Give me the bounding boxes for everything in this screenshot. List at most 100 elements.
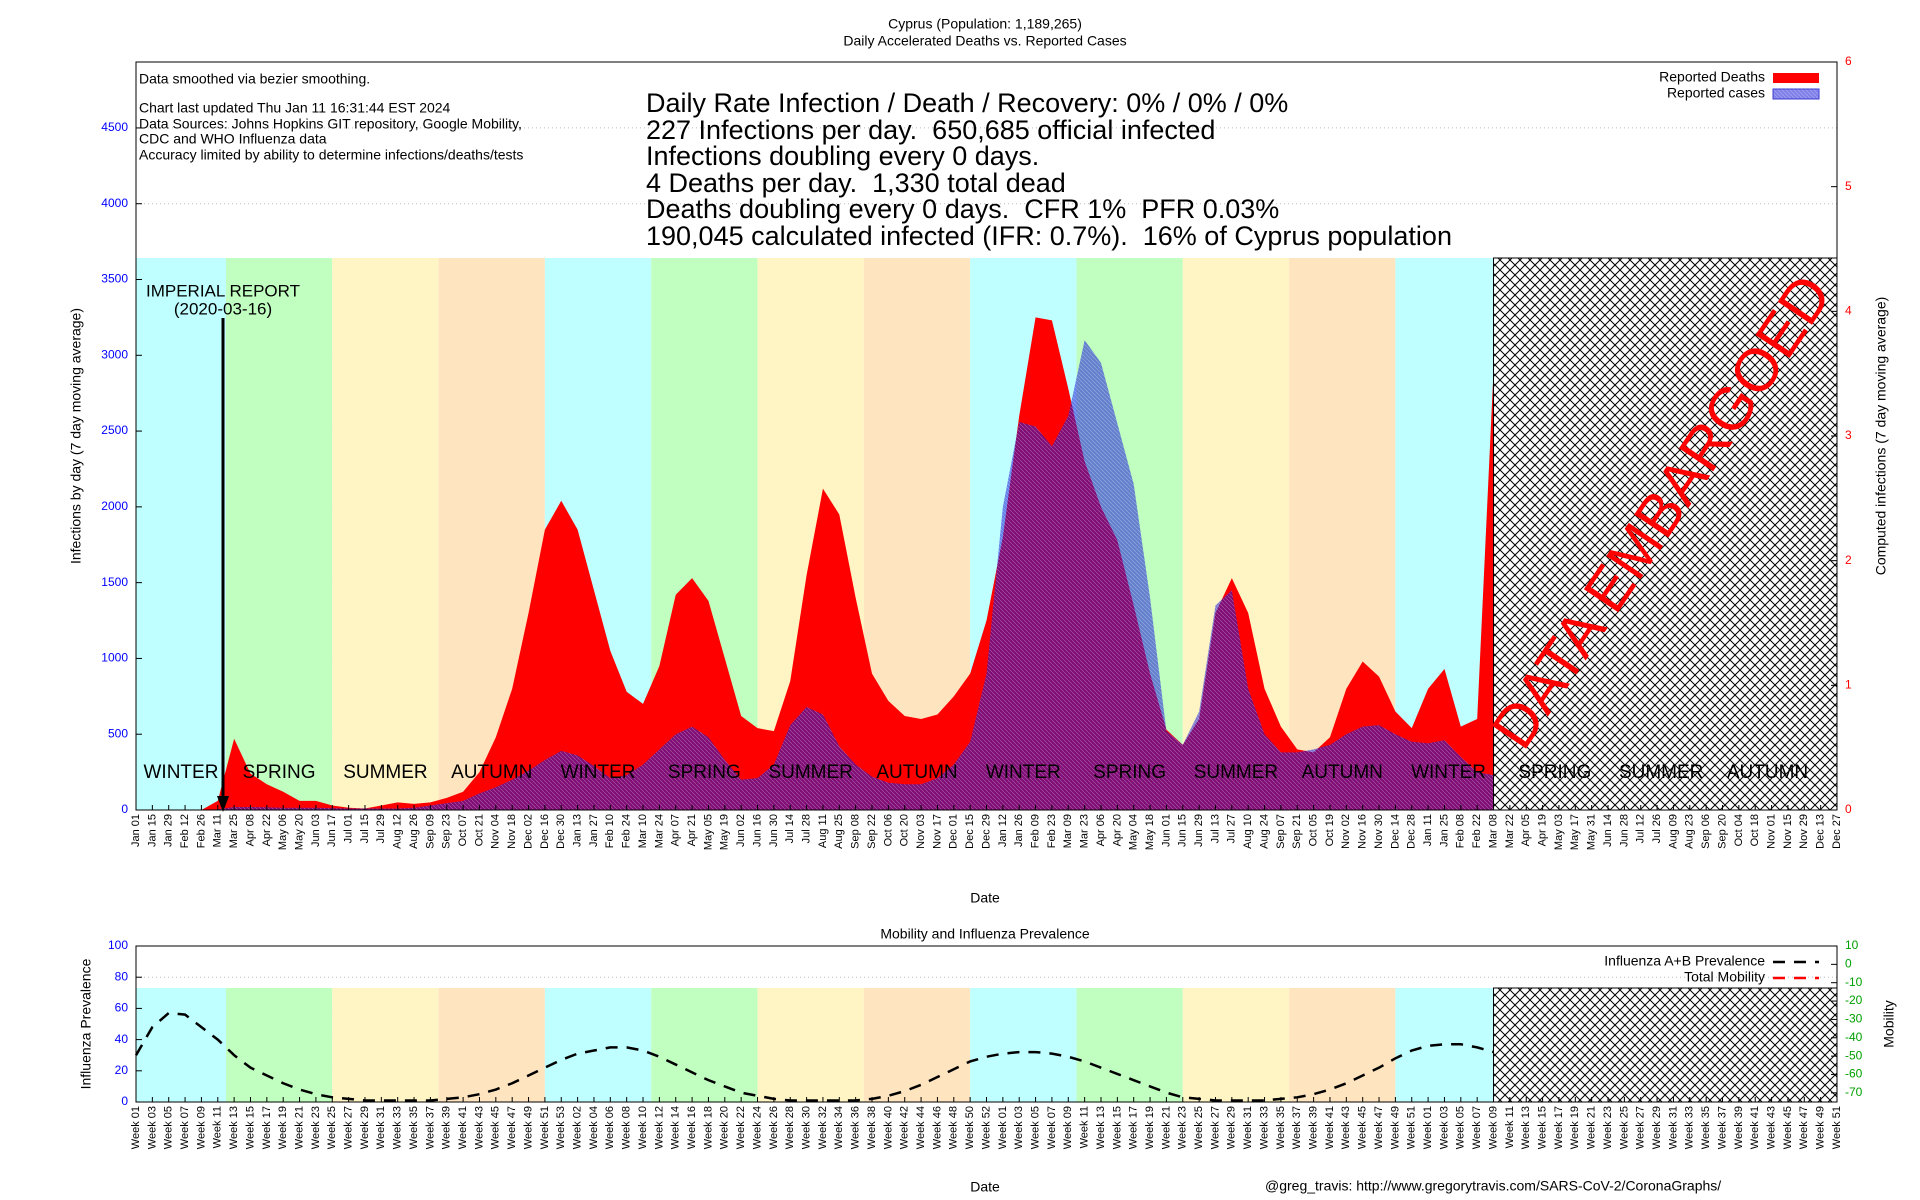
season-band	[970, 988, 1077, 1102]
area	[136, 340, 1494, 810]
x-tick-label: Nov 04	[490, 814, 502, 849]
x-tick-label: Mar 11	[212, 814, 224, 847]
x-tick-label: Oct 18	[1749, 814, 1761, 846]
x-tick-label: Mar 25	[228, 814, 240, 848]
x-tick-label: Aug 26	[408, 814, 420, 849]
x-tick-label: Week 15	[244, 1106, 256, 1149]
x-tick-label: Week 08	[621, 1106, 633, 1149]
y-tick-label: 0	[121, 1094, 128, 1108]
y-tick-label: 1000	[101, 651, 128, 665]
x-tick-label: Apr 21	[686, 814, 698, 846]
x-tick-label: Oct 06	[882, 814, 894, 846]
x-tick-label: Mar 24	[653, 814, 665, 848]
x-tick-label: Week 37	[1291, 1106, 1303, 1149]
x-tick-label: Week 53	[555, 1106, 567, 1149]
x-tick-label: Week 07	[1471, 1106, 1483, 1149]
x-tick-label: Week 23	[310, 1106, 322, 1149]
x-tick-label: Week 39	[1733, 1106, 1745, 1149]
y2-tick-label: 2	[1845, 553, 1852, 567]
x-tick-label: Jun 17	[326, 814, 338, 847]
x-tick-label: Week 35	[408, 1106, 420, 1149]
x-tick-label: May 20	[293, 814, 305, 850]
x-tick-label: Feb 08	[1455, 814, 1467, 848]
x-tick-label: Week 33	[1258, 1106, 1270, 1149]
x-tick-label: Feb 22	[1471, 814, 1483, 848]
x-tick-label: Jun 28	[1618, 814, 1630, 847]
legend-label: Reported cases	[1667, 85, 1765, 101]
season-band	[1289, 988, 1396, 1102]
x-tick-label: Feb 12	[179, 814, 191, 848]
y2-tick-label: -20	[1845, 993, 1863, 1007]
x-tick-label: Week 11	[212, 1106, 224, 1148]
x-tick-label: Week 49	[522, 1106, 534, 1149]
x-tick-label: Week 46	[931, 1106, 943, 1149]
x-tick-label: Week 38	[866, 1106, 878, 1149]
x-tick-label: Feb 24	[621, 814, 633, 848]
x-tick-label: Week 03	[146, 1106, 158, 1149]
x-tick-label: Week 51	[1831, 1106, 1843, 1149]
x-tick-label: Week 25	[326, 1106, 338, 1149]
x-tick-label: Week 11	[1079, 1106, 1091, 1148]
x-tick-label: Week 15	[1111, 1106, 1123, 1149]
x-tick-label: Week 35	[1700, 1106, 1712, 1149]
y2-tick-label: -70	[1845, 1085, 1863, 1099]
x-tick-label: Mar 09	[1062, 814, 1074, 848]
y2-tick-label: -50	[1845, 1048, 1863, 1062]
x-tick-label: Dec 29	[980, 814, 992, 849]
x-tick-label: Jul 26	[1651, 814, 1663, 843]
y-tick-label: 3500	[101, 272, 128, 286]
x-tick-label: Jul 13	[1209, 814, 1221, 843]
legend-swatch	[1772, 88, 1820, 100]
x-tick-label: Apr 19	[1537, 814, 1549, 846]
x-tick-label: Oct 19	[1324, 814, 1336, 846]
x-tick-label: Aug 25	[833, 814, 845, 849]
season-band	[225, 988, 333, 1102]
x-tick-label: Nov 16	[1357, 814, 1369, 849]
x-tick-label: Sep 20	[1716, 814, 1728, 849]
y-tick-label: 1500	[101, 575, 128, 589]
x-tick-label: Mar 23	[1079, 814, 1091, 848]
season-label: SUMMER	[1619, 762, 1703, 783]
x-tick-label: Nov 17	[931, 814, 943, 849]
x-tick-label: Week 30	[800, 1106, 812, 1149]
season-band	[757, 988, 864, 1102]
note: Data smoothed via bezier smoothing.	[139, 71, 370, 87]
stat-line: 190,045 calculated infected (IFR: 0.7%).…	[646, 221, 1452, 251]
x-tick-label: Jun 16	[751, 814, 763, 847]
x-tick-label: Dec 02	[522, 814, 534, 849]
x-tick-label: Week 12	[653, 1106, 665, 1149]
x-tick-label: Apr 07	[670, 814, 682, 846]
season-band	[544, 988, 652, 1102]
x-tick-label: Dec 28	[1406, 814, 1418, 849]
season-label: AUTUMN	[876, 762, 957, 783]
x-tick-label: Apr 20	[1111, 814, 1123, 846]
y-tick-label: 80	[115, 969, 129, 983]
season-label: WINTER	[986, 762, 1061, 783]
x-tick-label: Mar 08	[1487, 814, 1499, 848]
y-tick-label: 2500	[101, 423, 128, 437]
season-label: WINTER	[144, 762, 219, 783]
x-tick-label: May 17	[1569, 814, 1581, 850]
x-tick-label: Week 05	[1455, 1106, 1467, 1149]
x-tick-label: Week 41	[457, 1106, 469, 1149]
y-tick-label: 500	[108, 726, 128, 740]
x-tick-label: Week 51	[539, 1106, 551, 1149]
x-tick-label: Jan 12	[997, 814, 1009, 847]
y2-tick-label: -10	[1845, 975, 1863, 989]
y-tick-label: 20	[115, 1063, 129, 1077]
x-tick-label: Dec 14	[1389, 814, 1401, 849]
x-tick-label: Oct 05	[1308, 814, 1320, 846]
x-tick-label: Jul 14	[784, 814, 796, 843]
x-tick-label: Week 19	[1144, 1106, 1156, 1149]
x-tick-label: Jun 03	[310, 814, 322, 847]
x-tick-label: Week 45	[1357, 1106, 1369, 1149]
x-tick-label: Week 45	[490, 1106, 502, 1149]
annotation: IMPERIAL REPORT	[146, 281, 300, 300]
x-tick-label: Feb 10	[604, 814, 616, 848]
season-band	[1182, 988, 1290, 1102]
x-tick-label: Week 41	[1324, 1106, 1336, 1149]
x-tick-label: Week 52	[980, 1106, 992, 1149]
season-band	[136, 988, 226, 1102]
y2-axis-label: Computed infections (7 day moving averag…	[1873, 297, 1889, 576]
